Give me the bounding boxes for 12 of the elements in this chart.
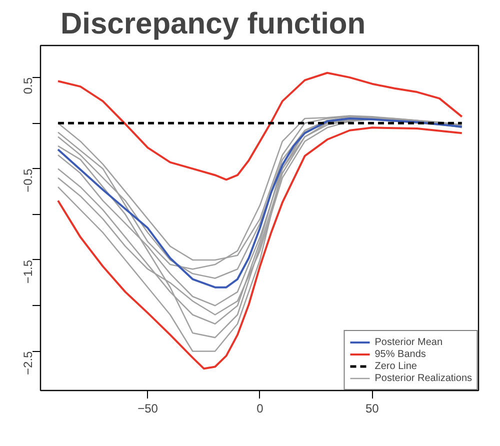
- y-tick-label: −0.5: [21, 168, 35, 192]
- y-tick-label: 0.5: [21, 77, 35, 94]
- y-tick-label: −1.5: [21, 260, 35, 284]
- legend-label: Posterior Realizations: [374, 372, 472, 384]
- y-tick-label: −2.5: [21, 350, 35, 375]
- x-tick-label: −50: [138, 402, 158, 416]
- x-tick-label: 0: [256, 402, 264, 416]
- x-tick-label: 50: [365, 402, 380, 416]
- legend-label: 95% Bands: [374, 348, 426, 360]
- legend-label: Zero Line: [374, 360, 417, 372]
- chart-title: Discrepancy function: [60, 8, 366, 40]
- legend-label: Posterior Mean: [374, 336, 443, 348]
